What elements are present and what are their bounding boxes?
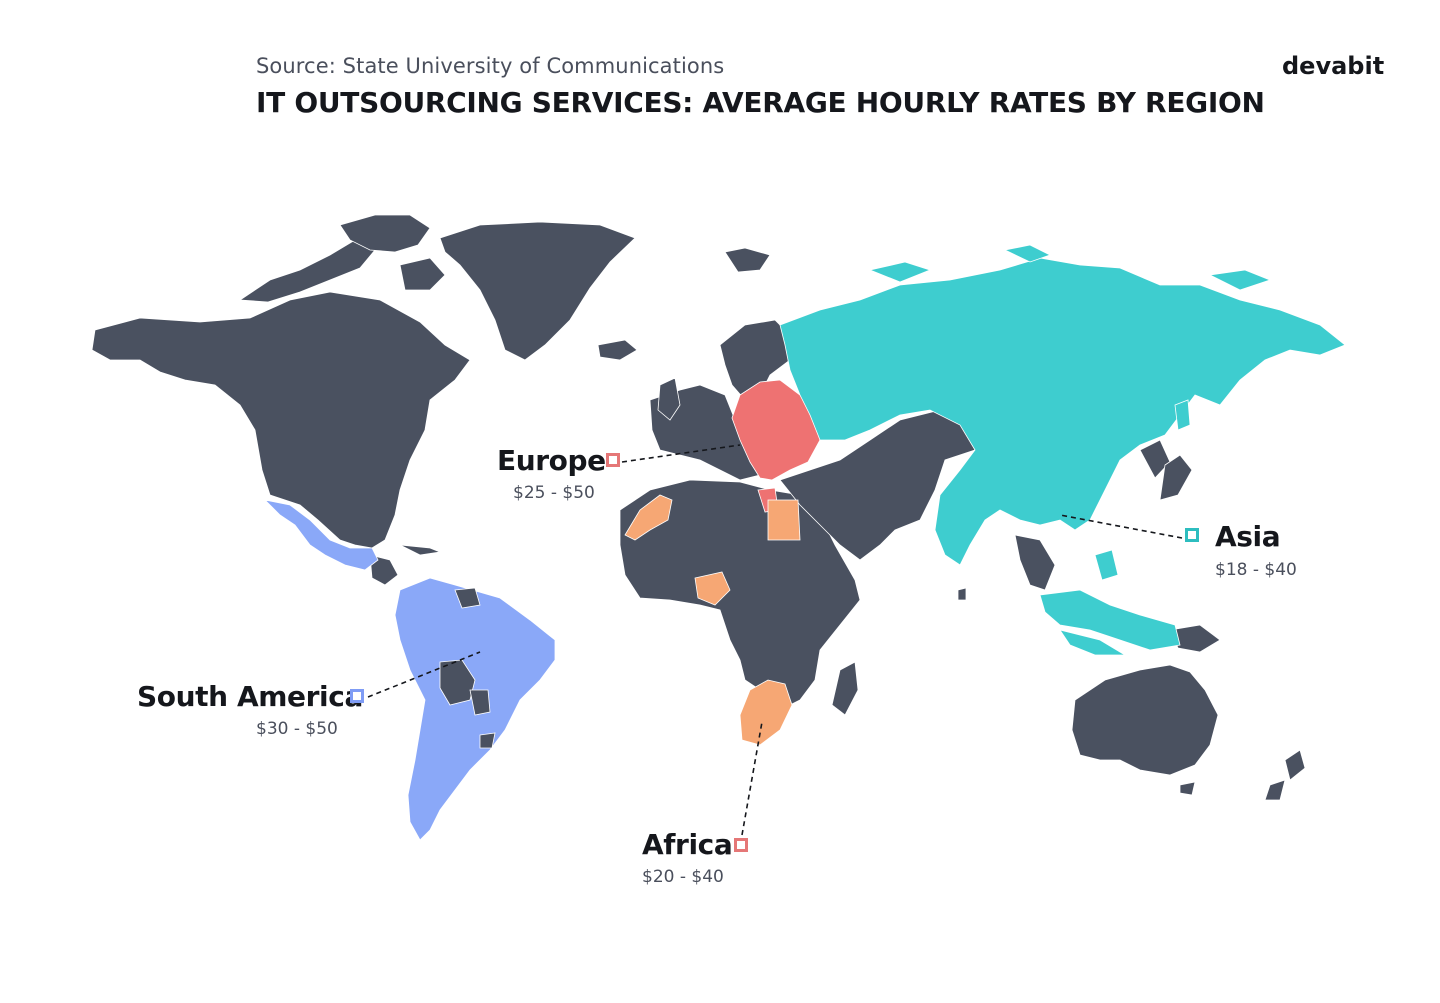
eastern-europe-region: [731, 379, 821, 481]
asia-connector: [1059, 514, 1183, 539]
south-america-rate: $30 - $50: [256, 719, 338, 739]
south-america-label: South America: [137, 680, 363, 713]
africa-connector: [741, 721, 763, 836]
europe-connector: [621, 444, 741, 463]
chart-title: IT OUTSOURCING SERVICES: AVERAGE HOURLY …: [256, 86, 1265, 119]
greenland-land: [439, 221, 636, 361]
nigeria-highlight: [694, 571, 731, 606]
europe-marker: [606, 453, 620, 467]
source-note: Source: State University of Communicatio…: [256, 54, 725, 78]
africa-marker: [734, 838, 748, 852]
south-america-marker: [350, 689, 364, 703]
europe-rate: $25 - $50: [513, 483, 595, 503]
latin-america-region: [263, 499, 556, 841]
asia-region: [779, 257, 1346, 566]
asia-marker: [1185, 528, 1199, 542]
australia-land: [1071, 664, 1219, 776]
scandinavia-land: [719, 319, 791, 401]
africa-label: Africa: [642, 828, 733, 861]
asia-rate: $18 - $40: [1215, 560, 1297, 580]
africa-rate: $20 - $40: [642, 867, 724, 887]
europe-label: Europe: [497, 444, 606, 477]
brand-logo: devabit: [1282, 52, 1385, 80]
south-america-connector: [367, 651, 481, 698]
north-america-land: [91, 291, 471, 549]
middle-east-land: [779, 409, 976, 561]
south-africa-highlight: [739, 679, 793, 746]
asia-label: Asia: [1215, 520, 1281, 553]
egypt-highlight: [767, 499, 801, 541]
north-africa-highlight: [624, 494, 673, 541]
